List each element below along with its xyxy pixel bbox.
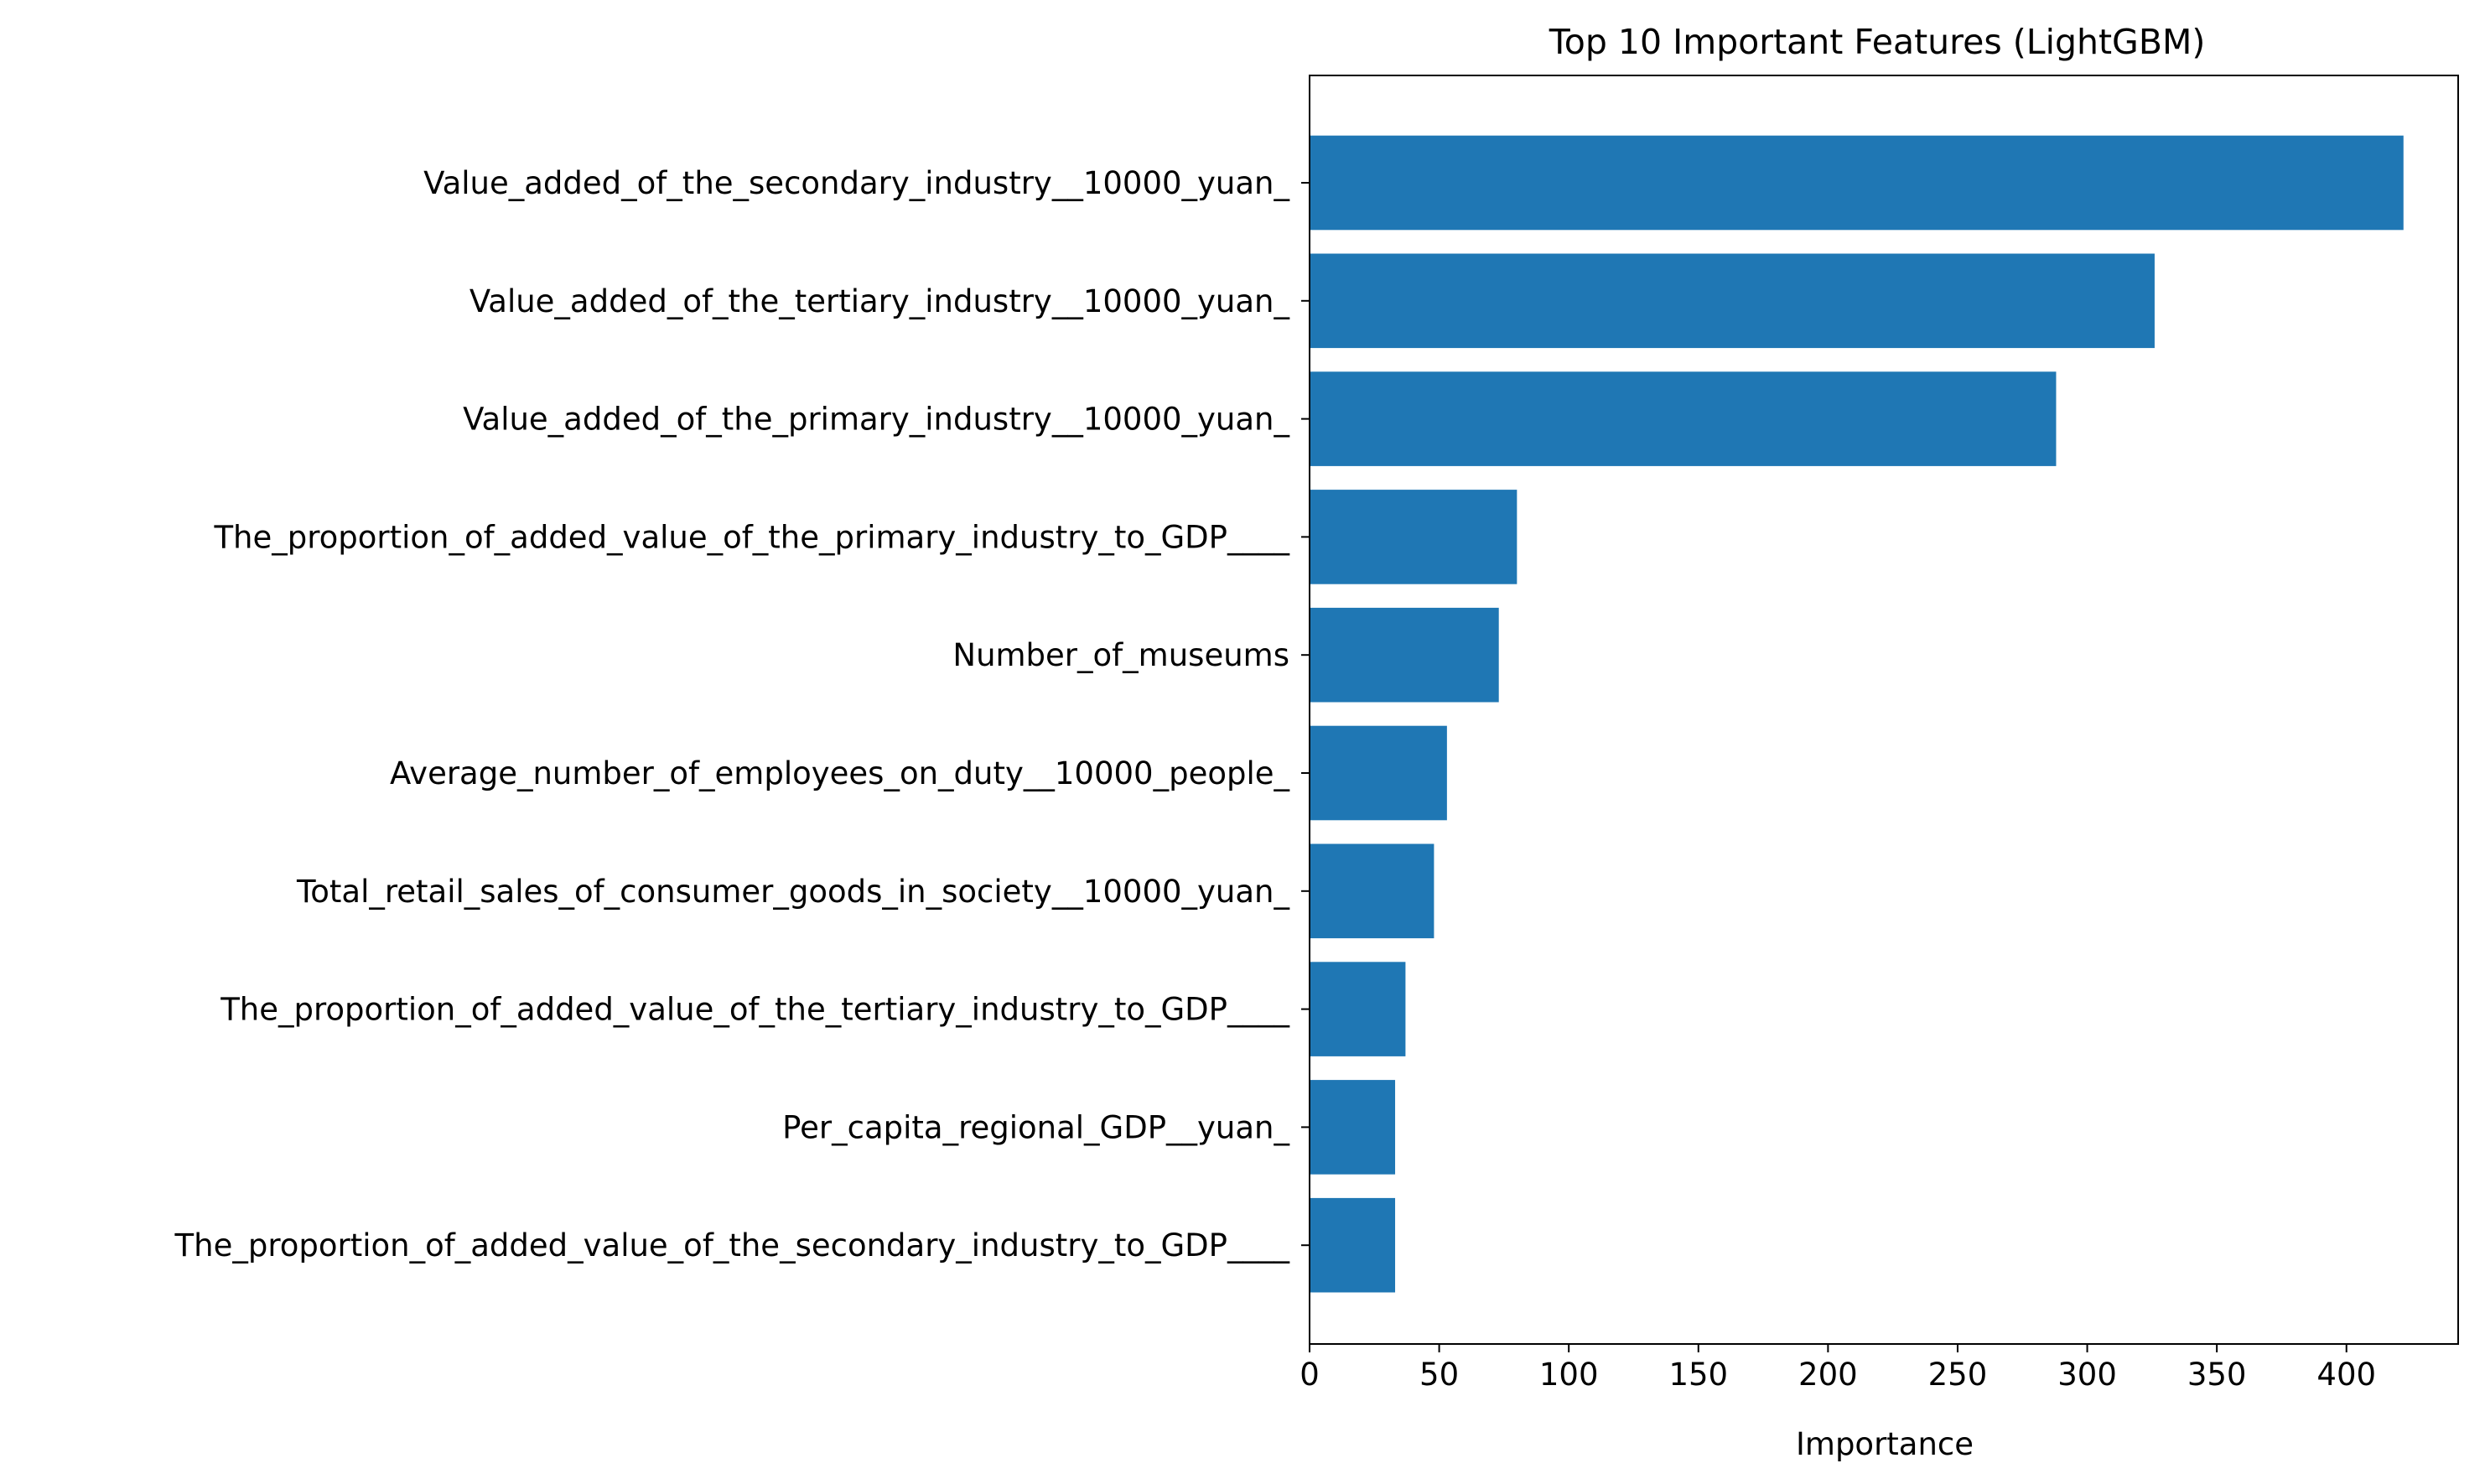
bar-1 bbox=[1310, 135, 2404, 231]
category-label: Per_capita_regional_GDP__yuan_ bbox=[782, 1109, 1289, 1145]
x-tick-label: 100 bbox=[1539, 1357, 1599, 1393]
x-axis-label: Importance bbox=[1796, 1426, 1974, 1462]
bar-2 bbox=[1310, 253, 2155, 349]
bar-10 bbox=[1310, 1197, 1396, 1293]
bar-9 bbox=[1310, 1080, 1396, 1175]
category-label: Average_number_of_employees_on_duty__100… bbox=[390, 755, 1289, 791]
x-tick-label: 200 bbox=[1798, 1357, 1858, 1393]
x-tick-label: 300 bbox=[2057, 1357, 2117, 1393]
bar-3 bbox=[1310, 371, 2057, 466]
x-axis: 0 50 100 150 200 250 300 350 400 bbox=[1300, 1344, 2376, 1393]
x-tick-label: 250 bbox=[1928, 1357, 1988, 1393]
category-label: The_proportion_of_added_value_of_the_ter… bbox=[220, 992, 1289, 1028]
x-tick-label: 150 bbox=[1668, 1357, 1728, 1393]
category-label: Value_added_of_the_tertiary_industry__10… bbox=[470, 283, 1290, 319]
category-label: The_proportion_of_added_value_of_the_pri… bbox=[213, 519, 1289, 555]
plot-frame bbox=[1309, 75, 2459, 1345]
category-label: Value_added_of_the_secondary_industry__1… bbox=[423, 165, 1289, 201]
x-tick-label: 0 bbox=[1300, 1357, 1320, 1393]
category-label: Value_added_of_the_primary_industry__100… bbox=[463, 402, 1289, 438]
bar-4 bbox=[1310, 490, 1517, 584]
bar-8 bbox=[1310, 962, 1406, 1056]
chart-title: Top 10 Important Features (LightGBM) bbox=[1549, 22, 2206, 62]
category-labels: Value_added_of_the_secondary_industry__1… bbox=[174, 165, 1310, 1263]
x-tick-label: 400 bbox=[2316, 1357, 2376, 1393]
category-label: The_proportion_of_added_value_of_the_sec… bbox=[174, 1227, 1290, 1263]
bar-7 bbox=[1310, 843, 1434, 939]
bars-layer bbox=[1310, 135, 2404, 1293]
category-label: Number_of_museums bbox=[952, 637, 1289, 673]
bar-5 bbox=[1310, 607, 1499, 703]
bar-6 bbox=[1310, 725, 1447, 821]
x-tick-label: 350 bbox=[2187, 1357, 2247, 1393]
x-tick-label: 50 bbox=[1419, 1357, 1459, 1393]
category-label: Total_retail_sales_of_consumer_goods_in_… bbox=[296, 874, 1290, 910]
